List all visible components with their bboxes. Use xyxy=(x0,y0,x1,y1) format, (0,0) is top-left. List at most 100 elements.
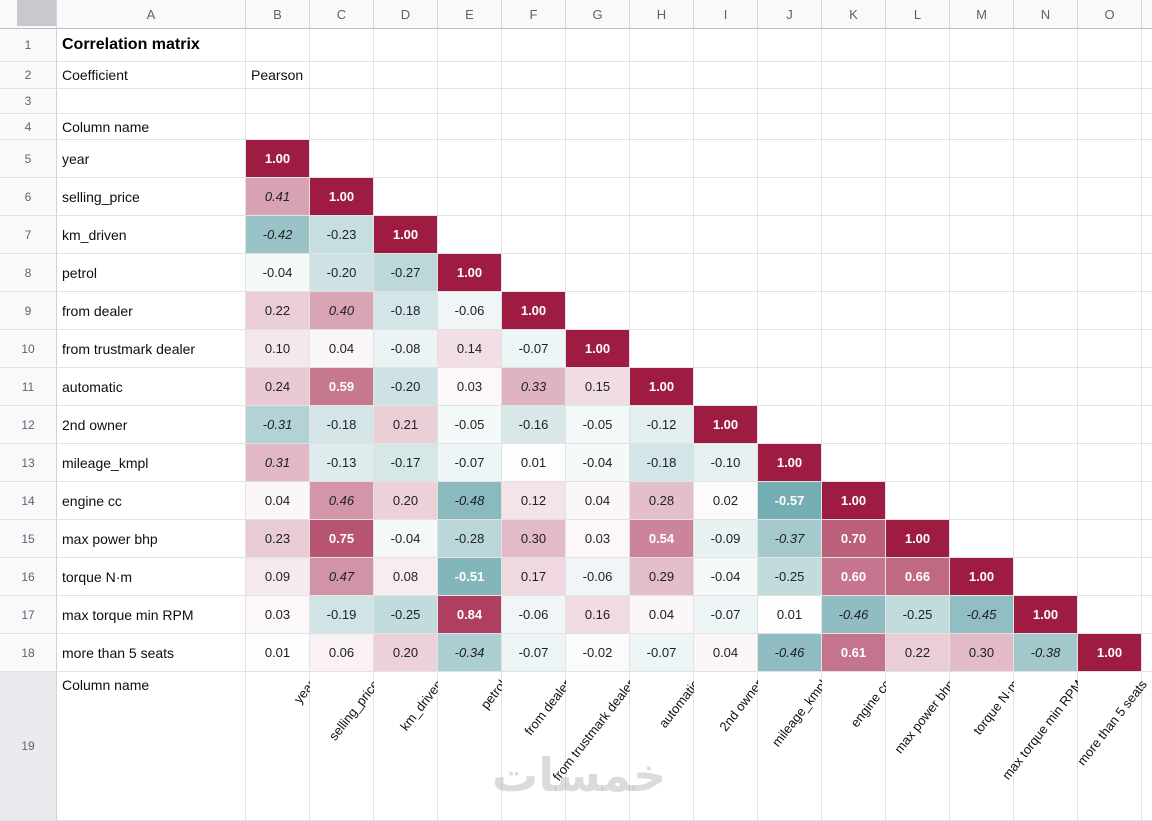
cell-E16[interactable]: -0.51 xyxy=(438,558,502,596)
cell-N17[interactable]: 1.00 xyxy=(1014,596,1078,634)
cell-I1[interactable] xyxy=(694,29,758,62)
cell-I6[interactable] xyxy=(694,178,758,216)
cell-I3[interactable] xyxy=(694,89,758,114)
cell-C4[interactable] xyxy=(310,114,374,140)
page-title[interactable]: Correlation matrix xyxy=(57,29,246,62)
cell-J9[interactable] xyxy=(758,292,822,330)
column-header-B[interactable]: B xyxy=(246,0,310,29)
cell-L8[interactable] xyxy=(886,254,950,292)
coefficient-value-cell[interactable]: Pearson xyxy=(246,62,310,89)
cell-K15[interactable]: 0.70 xyxy=(822,520,886,558)
cell-G6[interactable] xyxy=(566,178,630,216)
cell-J3[interactable] xyxy=(758,89,822,114)
row-header-1[interactable]: 1 xyxy=(0,29,57,62)
cell-L9[interactable] xyxy=(886,292,950,330)
column-header-H[interactable]: H xyxy=(630,0,694,29)
cell-N13[interactable] xyxy=(1014,444,1078,482)
cell-E10[interactable]: 0.14 xyxy=(438,330,502,368)
cell-I9[interactable] xyxy=(694,292,758,330)
cell-H1[interactable] xyxy=(630,29,694,62)
cell-I8[interactable] xyxy=(694,254,758,292)
row-header-4[interactable]: 4 xyxy=(0,114,57,140)
cell-M8[interactable] xyxy=(950,254,1014,292)
column-header-E[interactable]: E xyxy=(438,0,502,29)
cell-I16[interactable]: -0.04 xyxy=(694,558,758,596)
cell-D3[interactable] xyxy=(374,89,438,114)
cell-F19[interactable]: from dealer xyxy=(502,672,574,821)
cell-J11[interactable] xyxy=(758,368,822,406)
cell-B6[interactable]: 0.41 xyxy=(246,178,310,216)
cell-G2[interactable] xyxy=(566,62,630,89)
coefficient-label-cell[interactable]: Coefficient xyxy=(57,62,246,89)
cell-J14[interactable]: -0.57 xyxy=(758,482,822,520)
cell-N6[interactable] xyxy=(1014,178,1078,216)
cell-I12[interactable]: 1.00 xyxy=(694,406,758,444)
cell-J18[interactable]: -0.46 xyxy=(758,634,822,672)
column-header-K[interactable]: K xyxy=(822,0,886,29)
cell-E9[interactable]: -0.06 xyxy=(438,292,502,330)
cell-G4[interactable] xyxy=(566,114,630,140)
cell-O5[interactable] xyxy=(1078,140,1142,178)
cell-N10[interactable] xyxy=(1014,330,1078,368)
cell-C15[interactable]: 0.75 xyxy=(310,520,374,558)
cell-O16[interactable] xyxy=(1078,558,1142,596)
cell-J2[interactable] xyxy=(758,62,822,89)
row-label-15[interactable]: max power bhp xyxy=(57,520,246,558)
row-label-12[interactable]: 2nd owner xyxy=(57,406,246,444)
column-header-J[interactable]: J xyxy=(758,0,822,29)
cell-F2[interactable] xyxy=(502,62,566,89)
row-label-17[interactable]: max torque min RPM xyxy=(57,596,246,634)
cell-K5[interactable] xyxy=(822,140,886,178)
cell-F5[interactable] xyxy=(502,140,566,178)
cell-D9[interactable]: -0.18 xyxy=(374,292,438,330)
row-header-13[interactable]: 13 xyxy=(0,444,57,482)
row-header-11[interactable]: 11 xyxy=(0,368,57,406)
cell-L12[interactable] xyxy=(886,406,950,444)
row-header-15[interactable]: 15 xyxy=(0,520,57,558)
cell-I2[interactable] xyxy=(694,62,758,89)
cell-F8[interactable] xyxy=(502,254,566,292)
cell-J17[interactable]: 0.01 xyxy=(758,596,822,634)
column-header-O[interactable]: O xyxy=(1078,0,1142,29)
cell-M18[interactable]: 0.30 xyxy=(950,634,1014,672)
row-label-7[interactable]: km_driven xyxy=(57,216,246,254)
cell-F15[interactable]: 0.30 xyxy=(502,520,566,558)
row-header-7[interactable]: 7 xyxy=(0,216,57,254)
cell-I19[interactable]: 2nd owner xyxy=(694,672,766,821)
cell-G7[interactable] xyxy=(566,216,630,254)
cell-F3[interactable] xyxy=(502,89,566,114)
cell-G8[interactable] xyxy=(566,254,630,292)
select-all-corner[interactable] xyxy=(0,0,57,29)
row-label-9[interactable]: from dealer xyxy=(57,292,246,330)
row-header-12[interactable]: 12 xyxy=(0,406,57,444)
cell-C12[interactable]: -0.18 xyxy=(310,406,374,444)
cell-C14[interactable]: 0.46 xyxy=(310,482,374,520)
cell-O14[interactable] xyxy=(1078,482,1142,520)
row-header-3[interactable]: 3 xyxy=(0,89,57,114)
cell-C5[interactable] xyxy=(310,140,374,178)
cell-J6[interactable] xyxy=(758,178,822,216)
cell-F9[interactable]: 1.00 xyxy=(502,292,566,330)
cell-B4[interactable] xyxy=(246,114,310,140)
cell-B9[interactable]: 0.22 xyxy=(246,292,310,330)
cell-B12[interactable]: -0.31 xyxy=(246,406,310,444)
cell-E2[interactable] xyxy=(438,62,502,89)
cell-F13[interactable]: 0.01 xyxy=(502,444,566,482)
cell-M10[interactable] xyxy=(950,330,1014,368)
cell-H9[interactable] xyxy=(630,292,694,330)
cell-J7[interactable] xyxy=(758,216,822,254)
cell-L3[interactable] xyxy=(886,89,950,114)
cell-E6[interactable] xyxy=(438,178,502,216)
cell-A3[interactable] xyxy=(57,89,246,114)
cell-O6[interactable] xyxy=(1078,178,1142,216)
cell-E13[interactable]: -0.07 xyxy=(438,444,502,482)
cell-J19[interactable]: mileage_kmpl xyxy=(758,672,830,821)
cell-D7[interactable]: 1.00 xyxy=(374,216,438,254)
cell-L5[interactable] xyxy=(886,140,950,178)
row-label-11[interactable]: automatic xyxy=(57,368,246,406)
cell-C10[interactable]: 0.04 xyxy=(310,330,374,368)
cell-L16[interactable]: 0.66 xyxy=(886,558,950,596)
cell-K16[interactable]: 0.60 xyxy=(822,558,886,596)
cell-B1[interactable] xyxy=(246,29,310,62)
cell-B19[interactable]: year xyxy=(246,672,318,821)
